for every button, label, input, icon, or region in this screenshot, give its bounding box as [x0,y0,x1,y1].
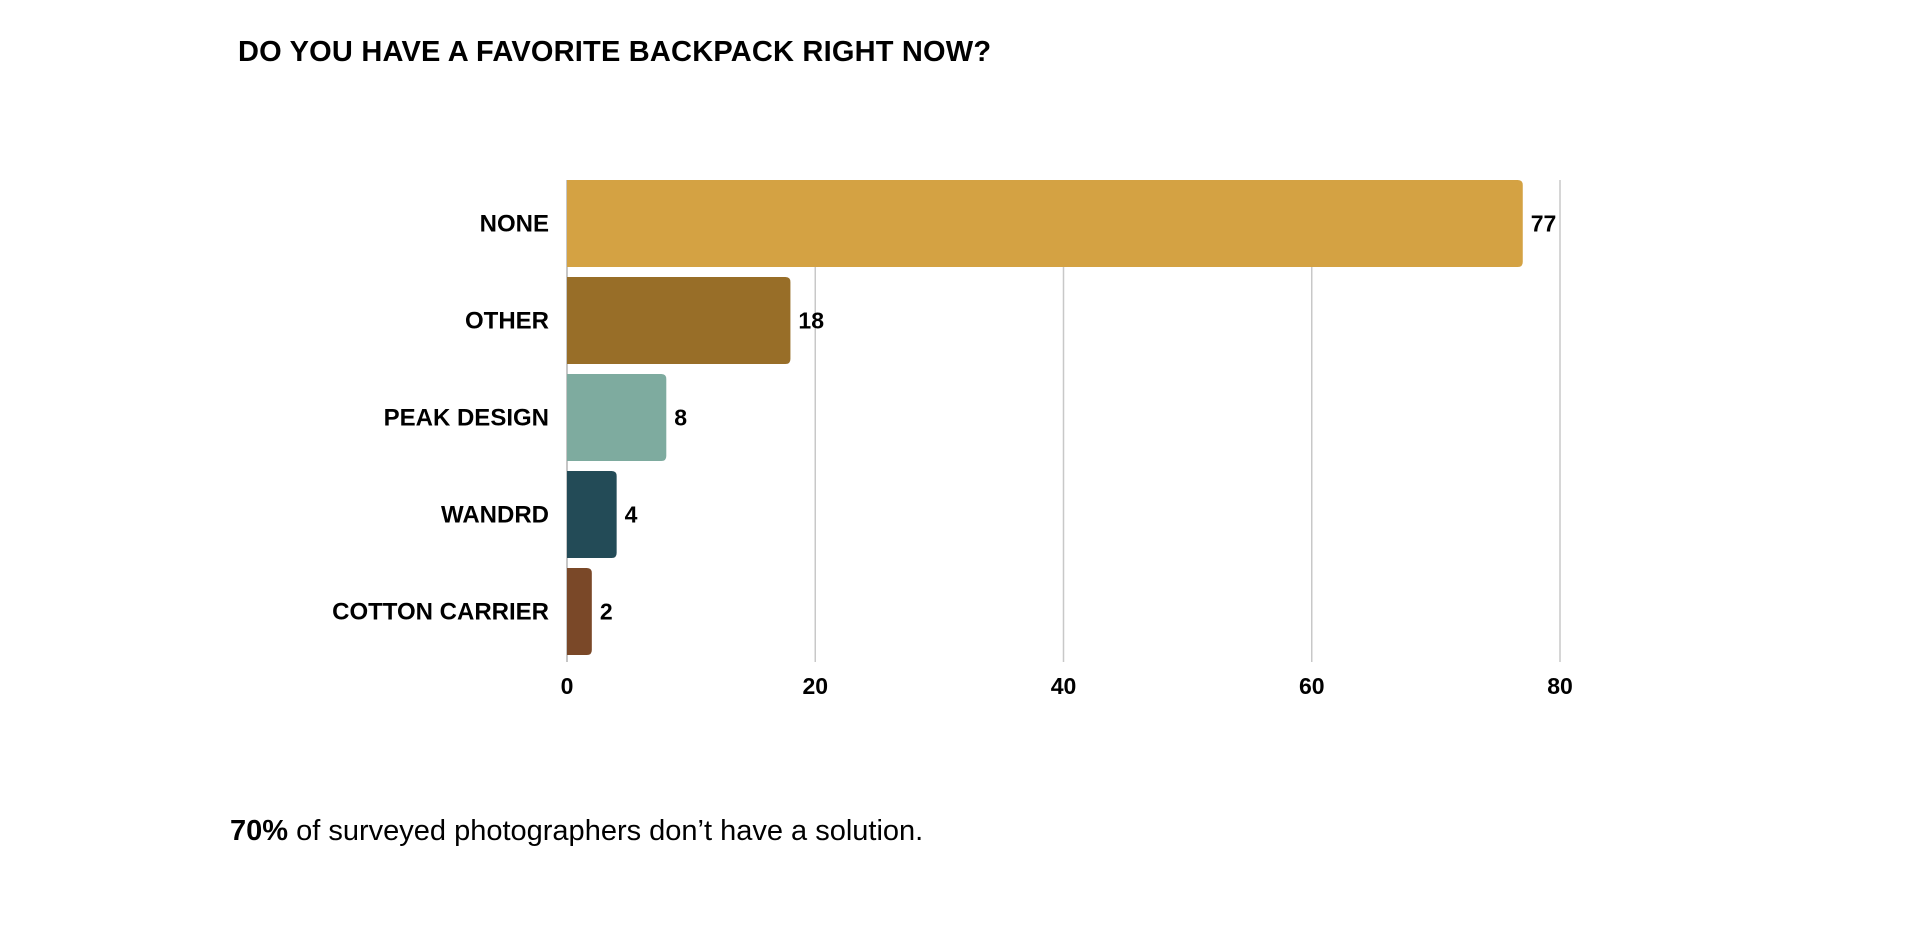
x-tick-label-80: 80 [1547,673,1573,699]
category-label-wandrd: WANDRD [441,502,549,529]
bar-wandrd [567,471,617,558]
footnote: 70% of surveyed photographers don’t have… [230,815,923,848]
x-tick-label-40: 40 [1051,673,1077,699]
footnote-text: of surveyed photographers don’t have a s… [288,815,924,847]
bar-peak-design [567,374,667,461]
category-label-none: NONE [480,211,549,238]
value-label-none: 77 [1531,211,1557,237]
category-labels: NONE OTHER PEAK DESIGN WANDRD COTTON CARRIER [332,211,549,626]
bar-other [567,277,791,364]
value-label-wandrd: 4 [625,502,638,528]
footnote-stat: 70% [230,815,289,847]
bar-none [567,180,1523,267]
category-label-other: OTHER [465,308,549,335]
value-label-peak-design: 8 [674,405,687,431]
bars [567,180,1523,655]
x-axis-tick-labels: 0 20 40 60 80 [561,673,1573,699]
x-tick-label-60: 60 [1299,673,1325,699]
value-label-cotton-carrier: 2 [600,599,613,625]
value-labels: 77 18 8 4 2 [600,211,1557,625]
chart-title: DO YOU HAVE A FAVORITE BACKPACK RIGHT NO… [238,36,992,68]
category-label-peak-design: PEAK DESIGN [384,405,549,432]
x-tick-label-0: 0 [561,673,574,699]
x-tick-label-20: 20 [802,673,828,699]
bar-cotton-carrier [567,568,592,655]
category-label-cotton-carrier: COTTON CARRIER [332,599,549,626]
value-label-other: 18 [798,308,824,334]
